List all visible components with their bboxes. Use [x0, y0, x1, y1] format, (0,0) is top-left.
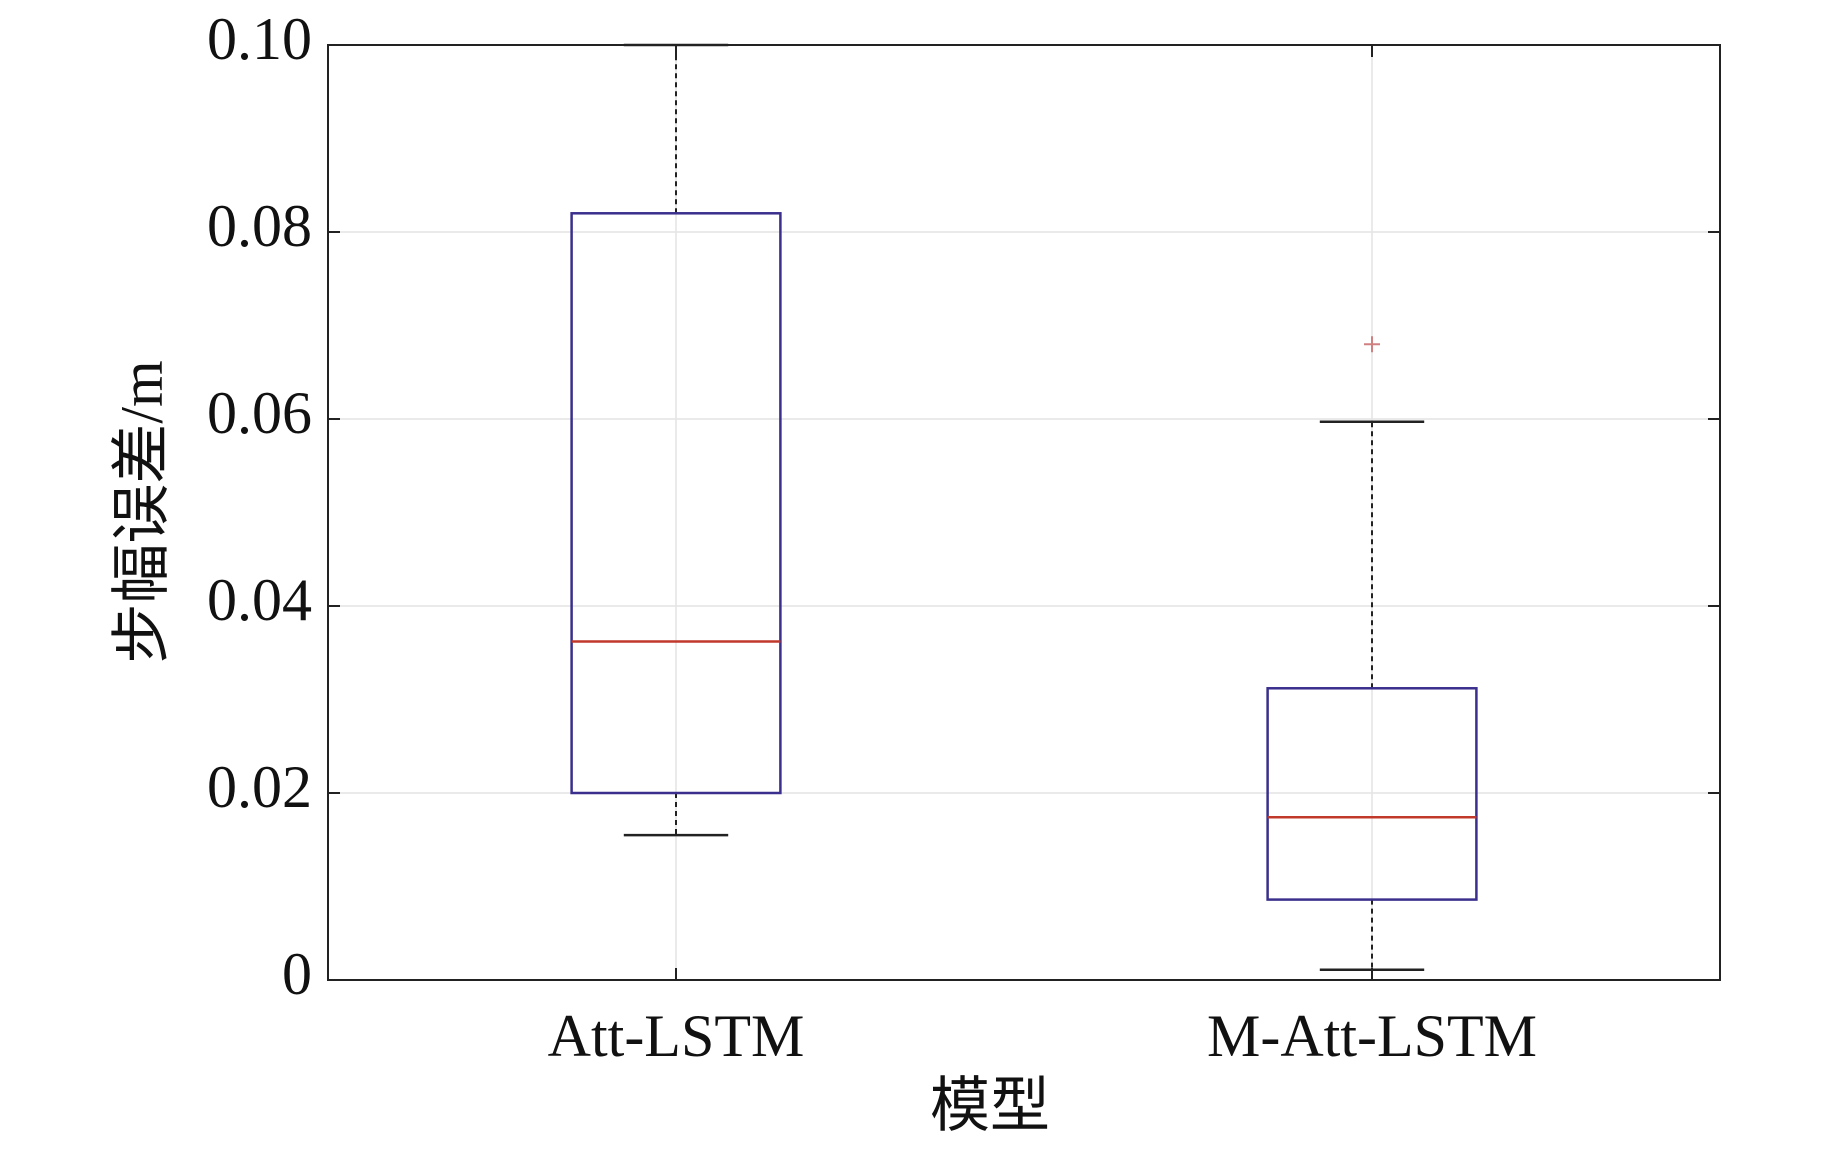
y-tick-label: 0.10: [207, 6, 312, 72]
box: [1266, 687, 1478, 901]
y-tick-label: 0.02: [207, 754, 312, 820]
outlier: [1364, 336, 1380, 353]
plot-frame: [327, 44, 1721, 981]
x-tick-label: Att-LSTM: [548, 1003, 805, 1069]
y-tick-label: 0.04: [207, 567, 312, 633]
y-tick-label: 0: [282, 941, 312, 1007]
box: [570, 212, 782, 795]
x-tick-label: M-Att-LSTM: [1207, 1003, 1537, 1069]
y-tick-label: 0.08: [207, 193, 312, 259]
x-axis-label: 模型: [930, 1073, 1050, 1139]
y-axis-label: 步幅误差/m: [109, 360, 175, 663]
y-tick-label: 0.06: [207, 380, 312, 446]
